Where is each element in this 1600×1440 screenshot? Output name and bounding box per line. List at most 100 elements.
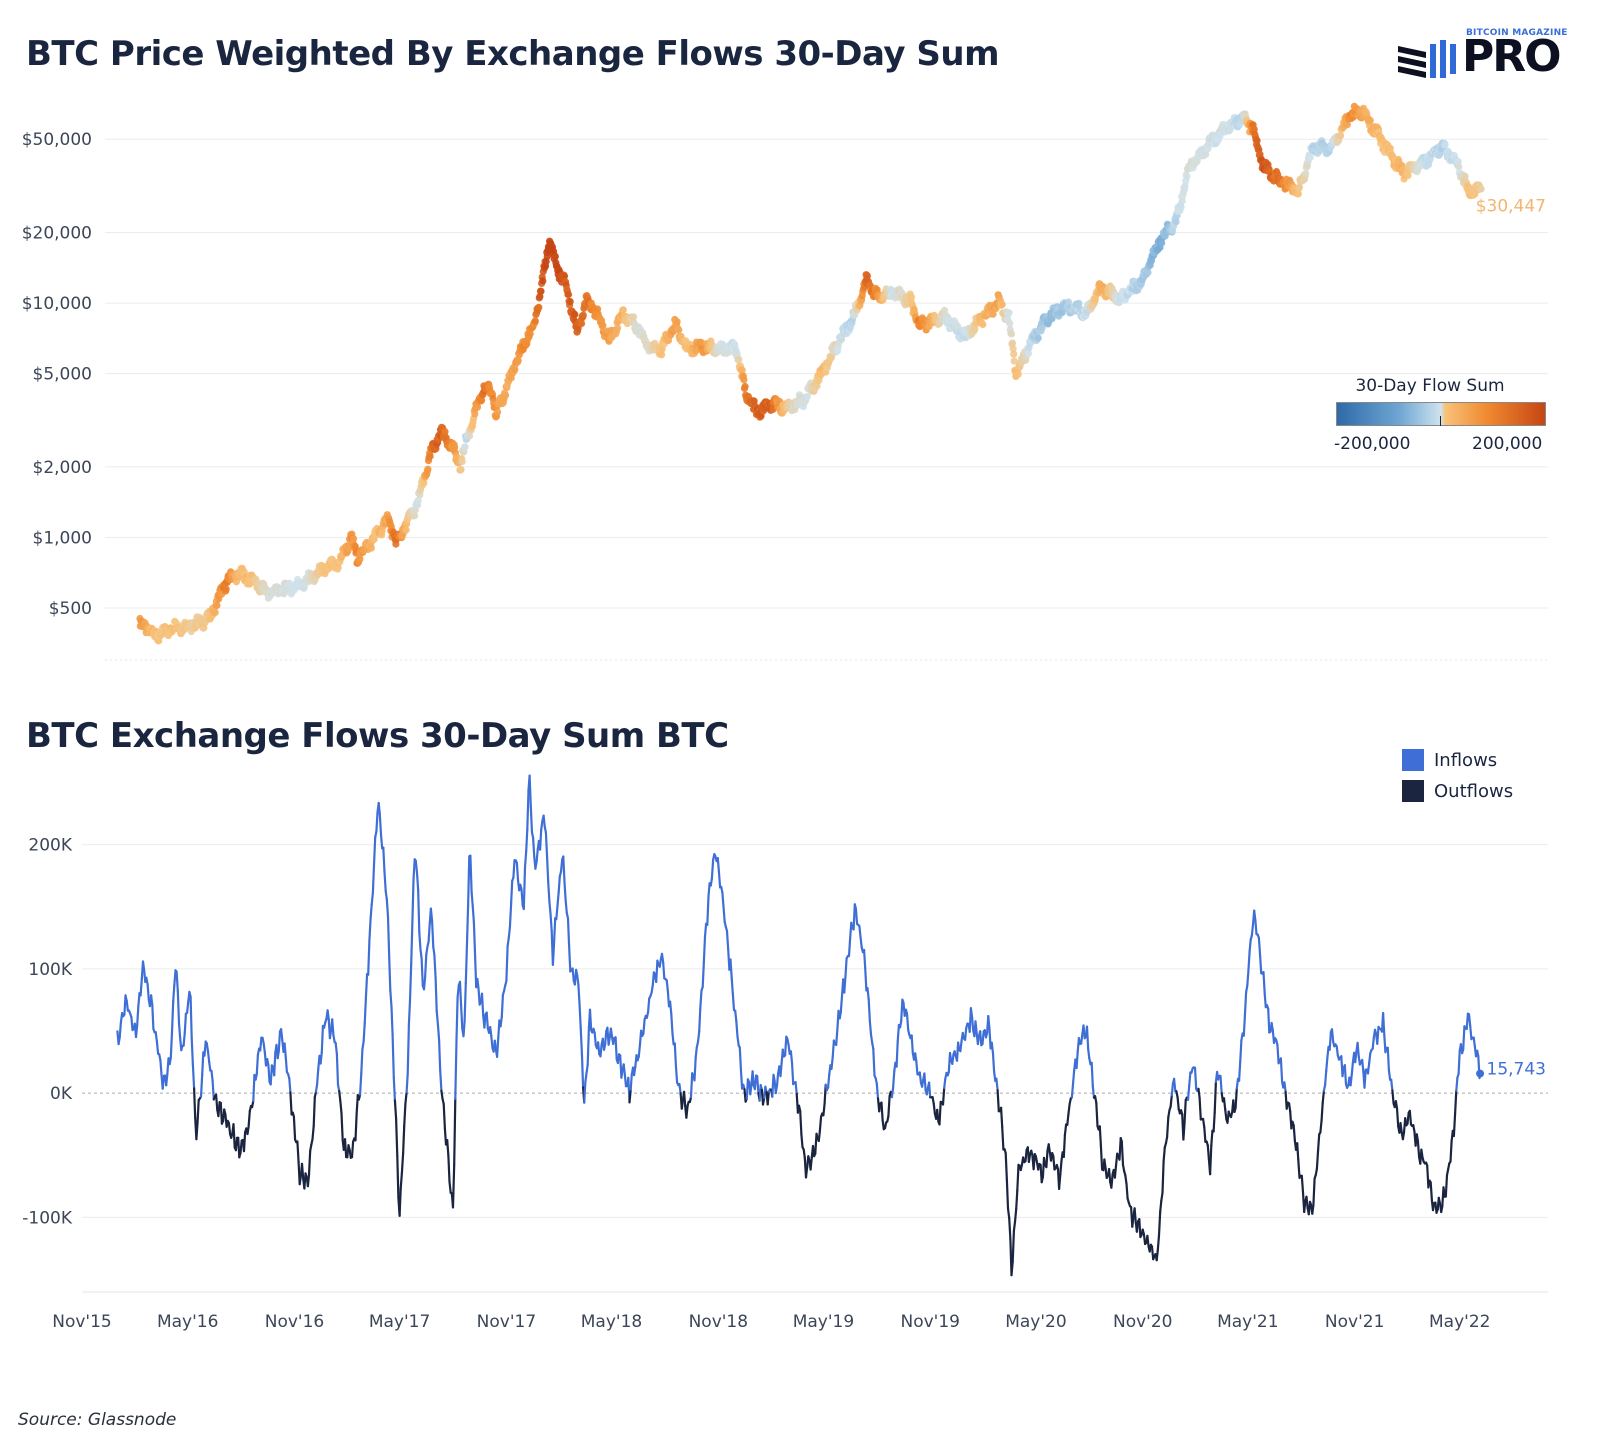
price-point — [451, 443, 459, 452]
price-point — [526, 330, 534, 338]
flows-x-tick-label: Nov'20 — [1113, 1312, 1172, 1332]
inflows-segment — [599, 1043, 603, 1058]
inflows-segment — [155, 1040, 160, 1055]
price-point — [675, 326, 683, 334]
outflows-segment — [1416, 1139, 1421, 1159]
inflows-segment — [900, 998, 904, 1023]
outflows-segment — [822, 1102, 826, 1117]
price-point — [741, 382, 749, 391]
outflows-segment — [393, 1099, 398, 1120]
inflows-segment — [190, 1037, 194, 1066]
outflows-segment — [1013, 1208, 1018, 1223]
outflows-segment — [298, 1174, 302, 1186]
inflows-segment — [655, 959, 659, 983]
outflows-segment — [195, 1122, 199, 1141]
outflows-segment — [1034, 1155, 1039, 1165]
outflows-segment — [1047, 1143, 1052, 1154]
outflows-segment — [1005, 1179, 1010, 1210]
inflows-segment — [534, 860, 538, 870]
inflows-segment — [1193, 1066, 1198, 1091]
price-point — [1404, 171, 1412, 180]
inflows-segment — [463, 982, 467, 1022]
inflows-segment — [1323, 1070, 1328, 1087]
outflows-segment — [1063, 1123, 1068, 1137]
inflows-segment — [191, 1063, 196, 1090]
price-point — [979, 320, 987, 329]
inflows-segment — [429, 907, 434, 923]
outflows-segment — [1067, 1103, 1071, 1116]
inflows-segment — [390, 1005, 394, 1036]
inflows-segment — [670, 1012, 674, 1035]
flows-y-tick-label: -100K — [22, 1208, 73, 1228]
flows-x-tick-label: Nov'18 — [689, 1312, 748, 1332]
price-point — [494, 408, 502, 416]
inflows-segment — [779, 1062, 783, 1078]
outflows-segment — [682, 1090, 687, 1108]
price-point — [420, 479, 428, 487]
inflows-segment — [671, 1032, 675, 1046]
inflows-segment — [458, 980, 463, 1007]
outflows-segment — [402, 1125, 406, 1155]
source-note: Source: Glassnode — [18, 1410, 177, 1430]
outflows-segment — [799, 1109, 803, 1136]
inflows-segment — [721, 891, 725, 910]
price-point — [367, 544, 375, 552]
outflows-segment — [1057, 1173, 1062, 1190]
inflows-segment — [1457, 1050, 1461, 1075]
outflows-segment — [1224, 1108, 1228, 1121]
inflows-segment — [1248, 938, 1252, 953]
price-point — [1178, 197, 1186, 205]
outflows-segment — [1146, 1234, 1150, 1248]
inflows-segment — [420, 957, 424, 987]
legend-item-inflows: Inflows — [1402, 748, 1497, 772]
price-point — [1454, 158, 1462, 166]
inflows-segment — [637, 1043, 642, 1058]
logo-stripes-icon — [1398, 40, 1456, 78]
inflows-segment — [379, 833, 384, 850]
inflows-segment — [515, 861, 520, 882]
inflows-segment — [1455, 1076, 1459, 1092]
inflows-segment — [1356, 1041, 1360, 1058]
outflows-segment — [247, 1110, 251, 1128]
price-point — [411, 512, 419, 520]
outflows-segment — [1156, 1234, 1161, 1252]
price-scatter-chart: $500 $1,000 $2,000 $5,000 $10,000 $20,000 $50,… — [22, 102, 1548, 661]
inflows-segment — [425, 945, 429, 956]
inflows-segment — [384, 889, 388, 901]
outflows-segment — [1011, 1229, 1016, 1263]
price-point — [599, 321, 607, 329]
outflows-segment — [1059, 1159, 1063, 1176]
outflows-segment — [447, 1155, 451, 1183]
outflows-segment — [227, 1121, 232, 1136]
outflows-segment — [1006, 1207, 1011, 1220]
inflows-segment — [1243, 991, 1248, 1017]
outflows-segment — [217, 1101, 221, 1118]
inflows-segment — [439, 1069, 443, 1092]
inflows-segment — [722, 907, 726, 923]
outflows-segment — [448, 1180, 452, 1194]
outflows-segment — [403, 1102, 407, 1128]
inflows-segment — [925, 1086, 930, 1096]
inflows-segment — [1186, 1084, 1191, 1101]
inflows-segment — [326, 1009, 330, 1021]
inflows-segment — [552, 917, 557, 946]
inflows-segment — [943, 1077, 947, 1090]
inflows-segment — [736, 1035, 740, 1047]
outflows-segment — [804, 1165, 809, 1179]
outflows-segment — [1391, 1089, 1395, 1105]
outflows-segment — [1183, 1099, 1187, 1125]
inflows-segment — [844, 957, 848, 977]
inflows-segment — [730, 976, 734, 995]
outflows-segment — [761, 1096, 766, 1106]
price-point — [803, 392, 812, 400]
inflows-segment — [183, 1012, 187, 1034]
inflows-segment — [535, 847, 539, 863]
outflows-segment — [1062, 1133, 1067, 1158]
last-flow-point — [1476, 1069, 1485, 1078]
outflows-segment — [289, 1091, 293, 1116]
price-point — [907, 293, 916, 301]
inflows-segment — [693, 1056, 697, 1082]
outflows-segment — [1015, 1189, 1019, 1211]
inflows-segment — [789, 1050, 794, 1065]
outflows-segment — [1212, 1111, 1216, 1133]
